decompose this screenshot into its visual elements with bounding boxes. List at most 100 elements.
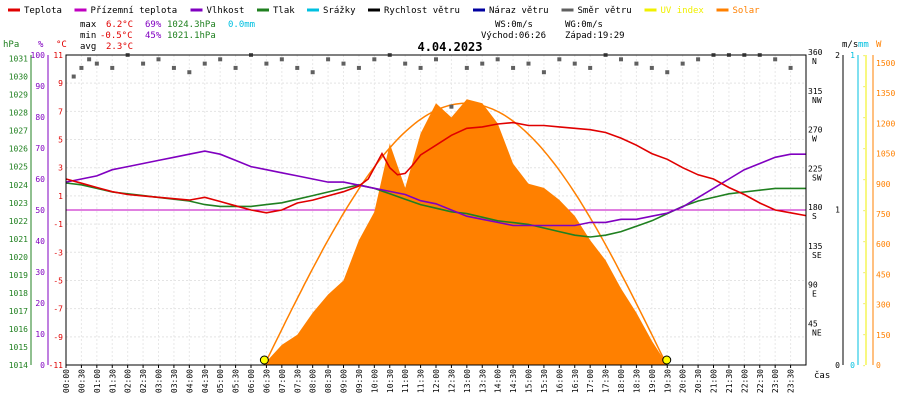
temperature-tick-label: -9 — [53, 333, 63, 342]
direction-tick-compass: NE — [812, 328, 822, 337]
x-tick-label: 16:30 — [571, 369, 580, 393]
solar-tick-label: 600 — [876, 240, 891, 249]
temperature-line — [65, 121, 807, 217]
pressure-tick-label: 1025 — [9, 163, 28, 172]
solar-tick-label: 300 — [876, 301, 891, 310]
x-tick-label: 03:30 — [170, 369, 179, 393]
wind-direction-point — [202, 61, 207, 66]
uv-tick-mark: - — [862, 114, 866, 122]
x-tick-label: 10:30 — [386, 369, 395, 393]
direction-tick-compass: W — [812, 135, 817, 144]
pressure-axis-title: hPa — [3, 40, 19, 50]
rain-tick-label: 1 — [850, 51, 855, 60]
solar-tick-label: 150 — [876, 331, 891, 340]
legend-label: Náraz větru — [489, 6, 549, 16]
stats-avg-label: avg — [80, 42, 96, 52]
x-tick-label: 19:00 — [648, 369, 657, 393]
x-tick-label: 05:00 — [216, 369, 225, 393]
humidity-tick-label: 10 — [35, 330, 45, 339]
rain-axis-title: mm — [858, 40, 869, 50]
legend-label: UV index — [661, 6, 705, 16]
temperature-tick-label: -1 — [53, 220, 63, 229]
x-tick-label: 17:00 — [586, 369, 595, 393]
wind-direction-point — [156, 57, 161, 62]
pressure-tick-label: 1022 — [9, 217, 28, 226]
humidity-tick-label: 100 — [31, 51, 46, 60]
humidity-tick-label: 30 — [35, 268, 45, 277]
temperature-tick-label: 9 — [58, 79, 63, 88]
wind-direction-point — [588, 65, 593, 70]
pressure-tick-label: 1018 — [9, 289, 28, 298]
humidity-tick-label: 60 — [35, 175, 45, 184]
pressure-tick-label: 1026 — [9, 145, 28, 154]
legend-label: Solar — [733, 6, 761, 16]
solar-tick-label: 1350 — [876, 89, 895, 98]
uv-tick-mark: - — [862, 300, 866, 308]
x-tick-label: 13:30 — [478, 369, 487, 393]
wind-direction-point — [495, 57, 500, 62]
direction-tick-degrees: 315 — [808, 87, 823, 96]
wind-direction-point — [788, 65, 793, 70]
pressure-tick-label: 1027 — [9, 127, 28, 136]
x-tick-label: 11:00 — [401, 369, 410, 393]
stats-max-label: max — [80, 20, 97, 30]
wind-direction-point — [403, 61, 408, 66]
uv-tick-mark: - — [862, 83, 866, 91]
legend-label: Srážky — [323, 6, 356, 16]
direction-tick-degrees: 225 — [808, 164, 823, 173]
legend-label: Tlak — [273, 6, 295, 16]
wind-direction-point — [279, 57, 284, 62]
x-tick-label: 10:00 — [370, 369, 379, 393]
x-tick-label: 17:30 — [602, 369, 611, 393]
direction-tick-degrees: 180 — [808, 203, 823, 212]
sunset-marker — [662, 355, 672, 365]
pressure-tick-label: 1020 — [9, 253, 28, 262]
wind-tick-label: 1 — [835, 206, 840, 215]
wind-direction-point — [264, 61, 269, 66]
rain-tick-label: 0 — [850, 361, 855, 370]
wind-direction-point — [79, 65, 84, 70]
direction-tick-degrees: 90 — [808, 281, 818, 290]
wind-direction-point — [372, 57, 377, 62]
uv-tick-mark: - — [862, 176, 866, 184]
wind-direction-point — [71, 74, 76, 79]
wind-axis-title: m/s — [842, 40, 858, 50]
x-tick-label: 06:30 — [262, 369, 271, 393]
wind-direction-point — [634, 61, 639, 66]
x-tick-label: 21:00 — [710, 369, 719, 393]
x-tick-label: 05:30 — [232, 369, 241, 393]
x-tick-label: 09:00 — [340, 369, 349, 393]
temperature-tick-label: -11 — [49, 361, 64, 370]
direction-tick-degrees: 135 — [808, 242, 823, 251]
wind-direction-point — [218, 57, 223, 62]
uv-tick-mark: - — [862, 52, 866, 60]
direction-tick-degrees: 45 — [808, 319, 818, 328]
wind-direction-point — [310, 70, 315, 75]
wind-direction-point — [110, 65, 115, 70]
uv-tick-mark: - — [862, 269, 866, 277]
wind-direction-point — [464, 65, 469, 70]
x-tick-label: 01:00 — [93, 369, 102, 393]
wind-direction-point — [696, 57, 701, 62]
x-tick-label: 07:00 — [278, 369, 287, 393]
legend: Teplota Přízemní teplota Vlhkost Tlak Srážky… — [8, 6, 760, 16]
x-tick-label: 22:00 — [740, 369, 749, 393]
wind-direction-point — [526, 61, 531, 66]
uv-tick-mark: - — [862, 145, 866, 153]
direction-tick-compass: S — [812, 212, 817, 221]
direction-tick-compass: N — [812, 57, 817, 66]
wind-direction-point — [572, 61, 577, 66]
x-tick-label: 20:30 — [694, 369, 703, 393]
solar-axis-title: W — [876, 40, 882, 50]
axes: 1031103010291028102710261025102410231022… — [9, 48, 896, 393]
x-tick-label: 07:30 — [293, 369, 302, 393]
legend-label: Směr větru — [578, 6, 632, 16]
wind-direction-point — [171, 65, 176, 70]
direction-tick-compass: SE — [812, 251, 822, 260]
x-tick-label: 23:00 — [771, 369, 780, 393]
stats-max-hum: 69% — [145, 20, 162, 30]
temperature-tick-label: 11 — [53, 51, 63, 60]
temperature-tick-label: 7 — [58, 107, 63, 116]
x-tick-label: 12:30 — [447, 369, 456, 393]
